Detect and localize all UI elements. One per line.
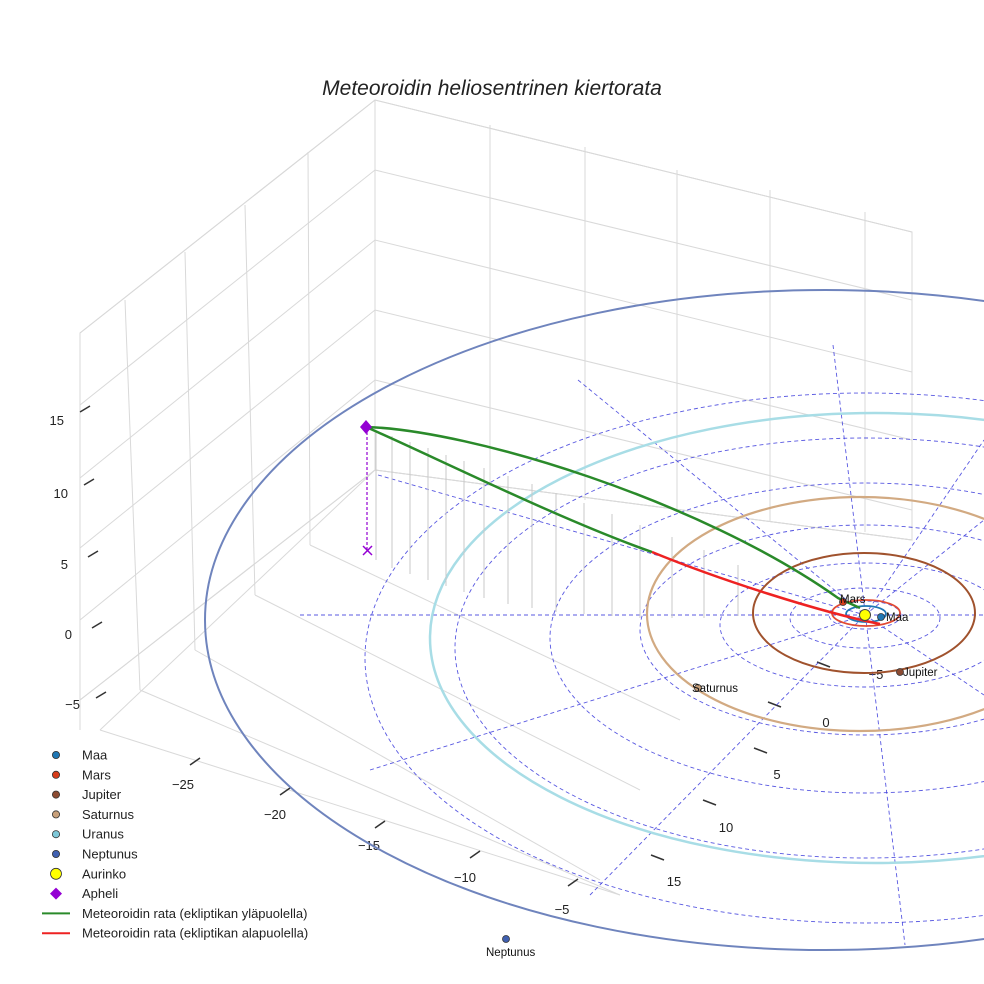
legend-dot-icon [52,770,61,779]
legend-label: Meteoroidin rata (ekliptikan yläpuolella… [82,906,307,921]
y-tick: 5 [773,767,780,782]
meteoroid-orbit [365,425,881,626]
x-tick: −20 [264,807,286,822]
back-left-grid [79,100,376,730]
orbit-saturnus [645,495,984,733]
legend-item[interactable]: Meteoroidin rata (ekliptikan alapuolella… [42,926,308,941]
z-tick: 5 [61,557,68,572]
legend-dot-icon [52,790,61,799]
horizontal-grid [79,99,913,701]
y-tick: 15 [667,874,681,889]
legend-label: Jupiter [82,787,122,802]
legend-label: Apheli [82,886,118,901]
legend-label: Maa [82,748,108,763]
aphelion [360,420,373,556]
legend-diamond-icon [50,887,62,900]
label-maa: Maa [886,612,909,624]
planet-jupiter [896,668,904,676]
orbit-jupiter [752,552,976,674]
planet-mars [839,598,847,606]
x-tick: −5 [555,902,570,917]
x-tick: −25 [172,777,194,792]
legend-label: Aurinko [82,866,126,881]
legend-item[interactable]: Maa [52,748,108,763]
legend-dot-icon [52,810,61,819]
legend-dot-icon [52,850,61,859]
x-tick: −10 [454,870,476,885]
planet-neptunus [502,935,510,943]
axes-panes [79,99,913,896]
planet-orbits [204,289,984,951]
legend-label: Uranus [82,827,124,842]
legend: Maa Mars Jupiter Saturnus Uranus Neptunus Auri… [42,748,308,941]
bodies: Maa Mars Jupiter Saturnus Neptunus [486,594,938,959]
y-tick: −5 [869,667,884,682]
legend-item[interactable]: Apheli [50,886,118,901]
legend-item[interactable]: Uranus [52,827,124,842]
label-mars: Mars [840,594,866,606]
z-axis: 15 10 5 0 −5 [50,405,107,712]
planet-saturnus [694,684,702,692]
legend-item[interactable]: Mars [52,767,111,782]
drop-lines [375,430,739,618]
back-right-grid [489,125,913,540]
legend-dot-icon [52,830,61,839]
aphelion-diamond-icon [360,420,372,434]
meteoroid-orbit-below [651,550,881,626]
sun-marker [859,609,871,621]
legend-item[interactable]: Meteoroidin rata (ekliptikan yläpuolella… [42,906,307,921]
z-tick: 15 [50,413,64,428]
legend-dot-icon [52,751,61,760]
x-tick: −15 [358,838,380,853]
legend-item[interactable]: Saturnus [52,807,135,822]
planet-maa [877,613,885,621]
legend-label: Neptunus [82,847,138,862]
meteoroid-orbit-above-lower [365,425,653,554]
legend-label: Meteoroidin rata (ekliptikan alapuolella… [82,926,308,941]
floor-grid [99,469,913,896]
y-tick: 0 [822,715,829,730]
ecliptic-grid [300,344,984,946]
x-axis: −25 −20 −15 −10 −5 [172,757,579,917]
aphelion-projection-x-icon [362,545,373,556]
legend-item[interactable]: Aurinko [50,866,127,881]
legend-item[interactable]: Jupiter [52,787,122,802]
label-jupiter: Jupiter [903,667,938,679]
z-tick: −5 [65,697,80,712]
orbit-neptunus [204,289,984,951]
z-tick: 0 [65,627,72,642]
z-tick: 10 [54,486,68,501]
meteoroid-orbit-above [365,425,861,610]
label-saturnus: Saturnus [692,683,738,695]
chart-title: Meteoroidin heliosentrinen kiertorata [322,77,662,100]
y-axis: −5 0 5 10 15 [650,661,884,889]
label-neptunus: Neptunus [486,947,535,959]
legend-item[interactable]: Neptunus [52,847,138,862]
legend-sun-icon [50,867,62,880]
y-tick: 10 [719,820,733,835]
legend-label: Mars [82,767,111,782]
legend-label: Saturnus [82,807,135,822]
orbit-uranus [428,411,984,865]
